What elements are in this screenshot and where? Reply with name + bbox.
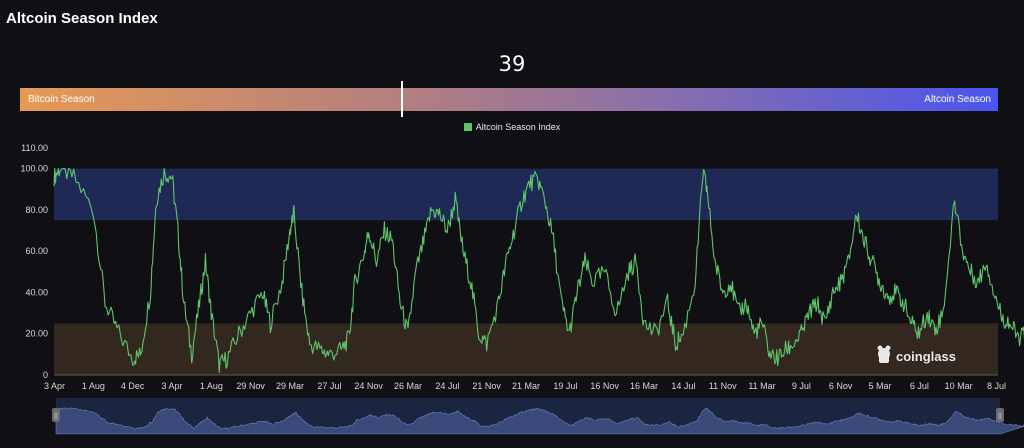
x-tick-label: 8 Jul — [987, 381, 1006, 391]
x-tick-label: 10 Mar — [945, 381, 973, 391]
gauge-value: 39 — [498, 52, 526, 76]
page-title: Altcoin Season Index — [6, 10, 158, 27]
y-tick-label: 20.00 — [25, 329, 48, 339]
bitcoin-season-zone — [54, 323, 998, 375]
x-tick-label: 6 Jul — [910, 381, 929, 391]
range-navigator[interactable]: || || — [52, 398, 1024, 435]
x-tick-label: 29 Nov — [236, 381, 265, 391]
y-tick-label: 0 — [43, 370, 48, 380]
coinglass-watermark: coinglass — [877, 345, 956, 364]
x-tick-label: 29 Mar — [276, 381, 304, 391]
gauge-marker — [401, 81, 403, 117]
right-handle-grip: || — [998, 413, 1002, 420]
x-tick-label: 5 Mar — [868, 381, 891, 391]
x-tick-label: 14 Jul — [671, 381, 695, 391]
x-tick-label: 21 Mar — [512, 381, 540, 391]
x-tick-label: 24 Jul — [435, 381, 459, 391]
x-tick-label: 19 Jul — [553, 381, 577, 391]
y-tick-label: 80.00 — [25, 205, 48, 215]
navigator-right-handle[interactable]: || — [996, 408, 1004, 422]
season-gauge-bar: Bitcoin Season Altcoin Season — [20, 81, 998, 117]
x-tick-label: 16 Nov — [590, 381, 619, 391]
y-tick-label: 110.00 — [21, 143, 48, 153]
x-tick-label: 6 Nov — [829, 381, 853, 391]
legend-swatch — [463, 123, 472, 131]
x-tick-label: 9 Jul — [792, 381, 811, 391]
x-tick-label: 11 Mar — [748, 381, 775, 391]
bitcoin-season-label: Bitcoin Season — [28, 94, 95, 105]
y-tick-label: 100.00 — [20, 164, 48, 174]
navigator-left-handle[interactable]: || — [52, 408, 60, 422]
coinglass-logo-icon — [877, 345, 891, 363]
x-tick-label: 3 Apr — [44, 381, 65, 391]
y-tick-label: 40.00 — [25, 287, 48, 297]
left-handle-grip: || — [54, 413, 58, 420]
x-tick-label: 3 Apr — [161, 381, 182, 391]
series-line-altcoin-season-index — [53, 168, 1024, 373]
x-tick-label: 21 Nov — [472, 381, 501, 391]
x-tick-label: 26 Mar — [394, 381, 422, 391]
y-tick-label: 60.00 — [25, 246, 48, 256]
x-tick-label: 1 Aug — [200, 381, 223, 391]
chart-legend[interactable]: Altcoin Season Index — [0, 122, 1024, 132]
watermark-text: coinglass — [896, 349, 956, 364]
legend-label: Altcoin Season Index — [475, 122, 561, 132]
x-tick-label: 24 Nov — [354, 381, 383, 391]
x-tick-label: 1 Aug — [82, 381, 105, 391]
altcoin-season-label: Altcoin Season — [924, 94, 991, 105]
x-tick-label: 27 Jul — [317, 381, 341, 391]
x-tick-label: 11 Nov — [709, 381, 737, 391]
navigator-area — [55, 407, 1024, 435]
x-tick-label: 4 Dec — [121, 381, 145, 391]
x-tick-label: 16 Mar — [630, 381, 658, 391]
